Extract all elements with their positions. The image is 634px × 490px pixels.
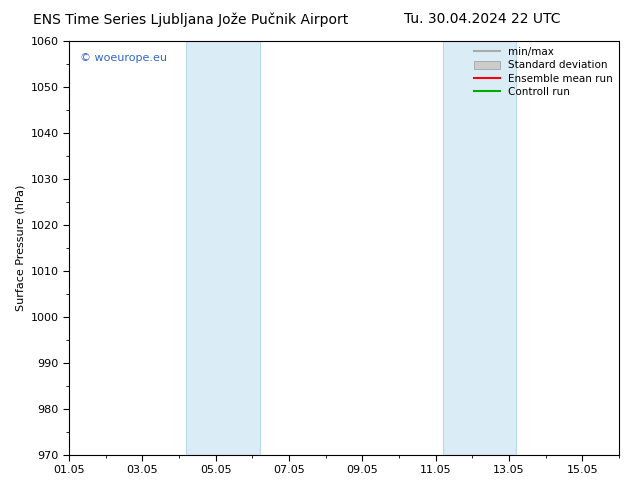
Bar xyxy=(186,41,260,455)
Bar xyxy=(443,41,516,455)
Text: ENS Time Series Ljubljana Jože Pučnik Airport: ENS Time Series Ljubljana Jože Pučnik Ai… xyxy=(32,12,348,27)
Y-axis label: Surface Pressure (hPa): Surface Pressure (hPa) xyxy=(15,185,25,311)
Legend: min/max, Standard deviation, Ensemble mean run, Controll run: min/max, Standard deviation, Ensemble me… xyxy=(469,43,617,101)
Text: © woeurope.eu: © woeurope.eu xyxy=(80,53,167,64)
Text: Tu. 30.04.2024 22 UTC: Tu. 30.04.2024 22 UTC xyxy=(404,12,560,26)
